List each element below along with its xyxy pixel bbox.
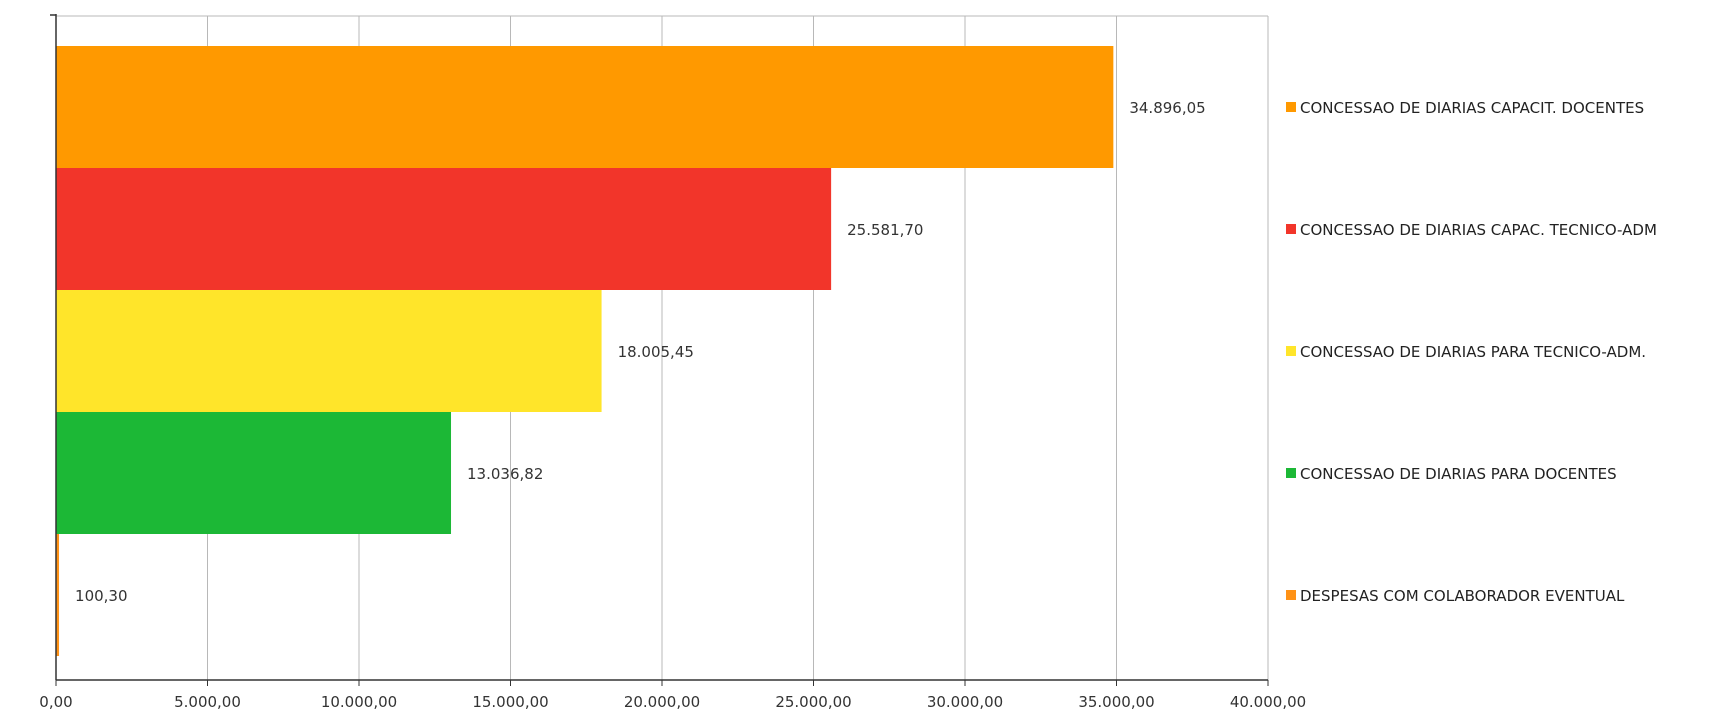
data-label: 25.581,70 [847,221,923,239]
legend-swatch [1286,346,1296,356]
data-label: 18.005,45 [618,343,694,361]
x-tick-label: 40.000,00 [1230,693,1306,711]
legend-label: DESPESAS COM COLABORADOR EVENTUAL [1300,587,1625,605]
x-tick-label: 20.000,00 [624,693,700,711]
data-label: 100,30 [75,587,128,605]
legend-label: CONCESSAO DE DIARIAS CAPACIT. DOCENTES [1300,99,1644,117]
bar [56,290,602,412]
x-tick-label: 25.000,00 [775,693,851,711]
data-label: 34.896,05 [1129,99,1205,117]
legend-label: CONCESSAO DE DIARIAS CAPAC. TECNICO-ADM [1300,221,1657,239]
legend-label: CONCESSAO DE DIARIAS PARA DOCENTES [1300,465,1617,483]
x-tick-label: 5.000,00 [174,693,241,711]
legend-swatch [1286,468,1296,478]
legend-swatch [1286,224,1296,234]
bars [56,46,1114,656]
legend-swatch [1286,590,1296,600]
x-tick-label: 35.000,00 [1078,693,1154,711]
data-labels: 34.896,05 25.581,70 18.005,45 13.036,82 100,… [75,99,1206,605]
legend: CONCESSAO DE DIARIAS CAPACIT. DOCENTES CO… [1286,99,1657,605]
legend-label: CONCESSAO DE DIARIAS PARA TECNICO-ADM. [1300,343,1646,361]
x-tick-label: 30.000,00 [927,693,1003,711]
bar [56,412,452,534]
bar [56,46,1114,168]
x-tick-label: 15.000,00 [472,693,548,711]
data-label: 13.036,82 [467,465,543,483]
x-axis-ticks: 0,00 5.000,00 10.000,00 15.000,00 20.000,00 2… [39,680,1306,711]
bar [56,534,60,656]
x-tick-label: 10.000,00 [321,693,397,711]
bar [56,168,832,290]
x-tick-label: 0,00 [39,693,72,711]
legend-swatch [1286,102,1296,112]
